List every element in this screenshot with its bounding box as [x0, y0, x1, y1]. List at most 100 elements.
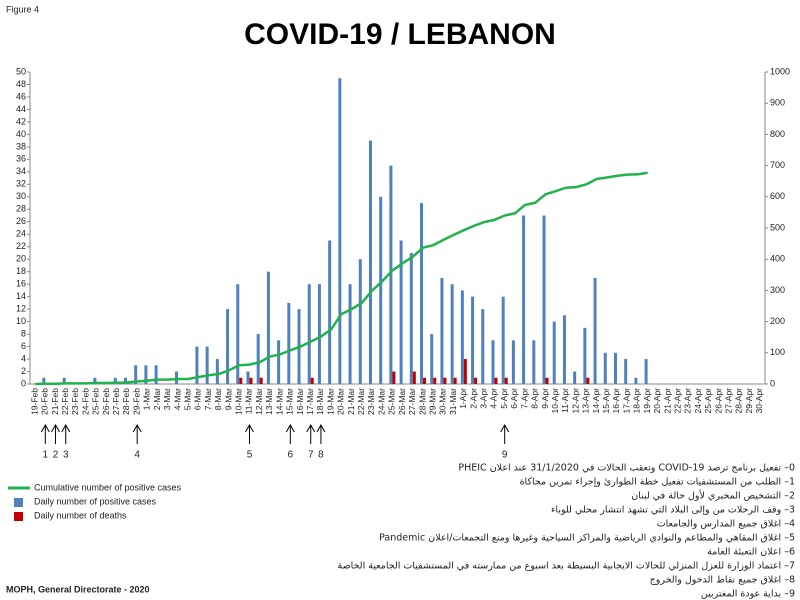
bar — [474, 377, 478, 384]
bar — [113, 377, 117, 384]
annotation-label: 5 — [247, 450, 253, 461]
bar — [624, 359, 628, 384]
x-tick-label: 7-Apr — [519, 388, 529, 409]
bar — [317, 284, 321, 384]
note: 0– تفعيل برنامج ترصد COVID-19 وتعقب الحا… — [458, 463, 795, 474]
bar — [501, 296, 505, 384]
x-tick-label: 12-Apr — [570, 388, 580, 414]
chart-title: COVID-19 / LEBANON — [244, 18, 556, 51]
x-tick-label: 28-Apr — [734, 388, 744, 414]
x-tick-label: 19-Apr — [642, 388, 652, 414]
annotation-arrowhead — [316, 423, 326, 433]
x-tick-label: 22-Apr — [672, 388, 682, 414]
x-tick-label: 15-Apr — [601, 388, 611, 414]
note: 3– وقف الرحلات من وإلى البلاد التي تشهد … — [551, 505, 795, 516]
bar — [586, 377, 590, 384]
bar — [239, 377, 243, 384]
bar — [420, 203, 424, 384]
y-tick-label: 2 — [21, 366, 26, 376]
x-tick-label: 7-Mar — [203, 388, 213, 410]
x-tick-label: 30-Apr — [754, 388, 764, 414]
y-tick-label: 44 — [16, 104, 26, 114]
y2-tick-label: 500 — [770, 222, 785, 232]
x-tick-label: 16-Mar — [295, 388, 305, 415]
y-tick-label: 18 — [16, 266, 26, 276]
x-tick-label: 17-Mar — [305, 388, 315, 415]
bar — [522, 215, 526, 384]
note: 8– اغلاق جميع نقاط الدخول والخروج — [650, 575, 795, 586]
y-tick-label: 50 — [16, 66, 26, 76]
x-tick-label: 9-Mar — [223, 388, 233, 410]
annotation-arrowhead — [132, 423, 142, 433]
y-tick-label: 34 — [16, 166, 26, 176]
annotation-arrowhead — [61, 423, 71, 433]
bar — [532, 340, 536, 384]
x-tick-label: 4-Apr — [489, 388, 499, 409]
line — [35, 171, 648, 386]
x-tick-label: 2-Apr — [468, 388, 478, 409]
x-tick-label: 19-Feb — [29, 388, 39, 415]
y-tick-label: 48 — [16, 79, 26, 89]
note: 5– اغلاق المقاهي والمطاعم والنوادي الريا… — [379, 533, 795, 544]
note: 7– اعتماد الوزارة للعزل المنزلي للحالات … — [337, 561, 795, 572]
y2-tick-label: 600 — [770, 191, 785, 201]
x-tick-label: 23-Feb — [70, 388, 80, 415]
x-tick-label: 21-Feb — [50, 388, 60, 415]
annotation-arrowhead — [306, 423, 316, 433]
bar — [430, 334, 434, 384]
x-tick-label: 6-Apr — [509, 388, 519, 409]
x-tick-label: 20-Feb — [40, 388, 50, 415]
bar — [463, 359, 467, 384]
bar — [542, 215, 546, 384]
x-tick-label: 8-Apr — [530, 388, 540, 409]
y-tick-label: 22 — [16, 241, 26, 251]
annotation-label: 3 — [63, 450, 69, 461]
note: 4– اغلاق جميع المدارس والجامعات — [657, 519, 795, 530]
x-tick-label: 10-Apr — [550, 388, 560, 414]
bar — [348, 284, 352, 384]
annotation-label: 9 — [502, 450, 508, 461]
bar — [443, 377, 447, 384]
annotation-arrowhead — [40, 423, 50, 433]
bar — [471, 296, 475, 384]
y2-tick-label: 1000 — [770, 66, 790, 76]
bar — [450, 284, 454, 384]
bar — [545, 377, 549, 384]
y-tick-label: 10 — [16, 316, 26, 326]
bar — [249, 377, 253, 384]
bar — [412, 371, 416, 384]
y-tick-label: 0 — [21, 378, 26, 388]
y2-tick-label: 300 — [770, 285, 785, 295]
figure-label: Figure 4 — [6, 4, 39, 14]
x-tick-label: 28-Mar — [417, 388, 427, 415]
source: MOPH, General Directorate - 2020 — [6, 584, 150, 594]
y-tick-label: 16 — [16, 279, 26, 289]
x-tick-label: 26-Mar — [397, 388, 407, 415]
x-tick-label: 29-Apr — [744, 388, 754, 414]
bar — [175, 371, 179, 384]
bar — [562, 315, 566, 384]
annotation-arrowhead — [51, 423, 60, 433]
bar — [593, 277, 597, 384]
x-tick-label: 2-Mar — [152, 388, 162, 410]
x-tick-label: 27-Feb — [111, 388, 121, 415]
bar — [460, 290, 464, 384]
y2-tick-label: 900 — [770, 98, 785, 108]
bar — [389, 165, 393, 384]
y-tick-label: 26 — [16, 216, 26, 226]
bar — [226, 309, 230, 384]
x-tick-label: 18-Apr — [632, 388, 642, 414]
x-tick-label: 4-Mar — [172, 388, 182, 410]
x-tick-label: 20-Apr — [652, 388, 662, 414]
bar — [195, 346, 199, 384]
x-tick-label: 11-Mar — [244, 388, 254, 414]
bar — [552, 321, 556, 384]
x-tick-label: 25-Apr — [703, 388, 713, 414]
bar — [310, 377, 314, 384]
x-tick-label: 1-Apr — [458, 388, 468, 409]
x-tick-label: 23-Mar — [366, 388, 376, 415]
y-tick-label: 8 — [21, 328, 26, 338]
bar — [236, 284, 240, 384]
bar — [409, 252, 413, 384]
